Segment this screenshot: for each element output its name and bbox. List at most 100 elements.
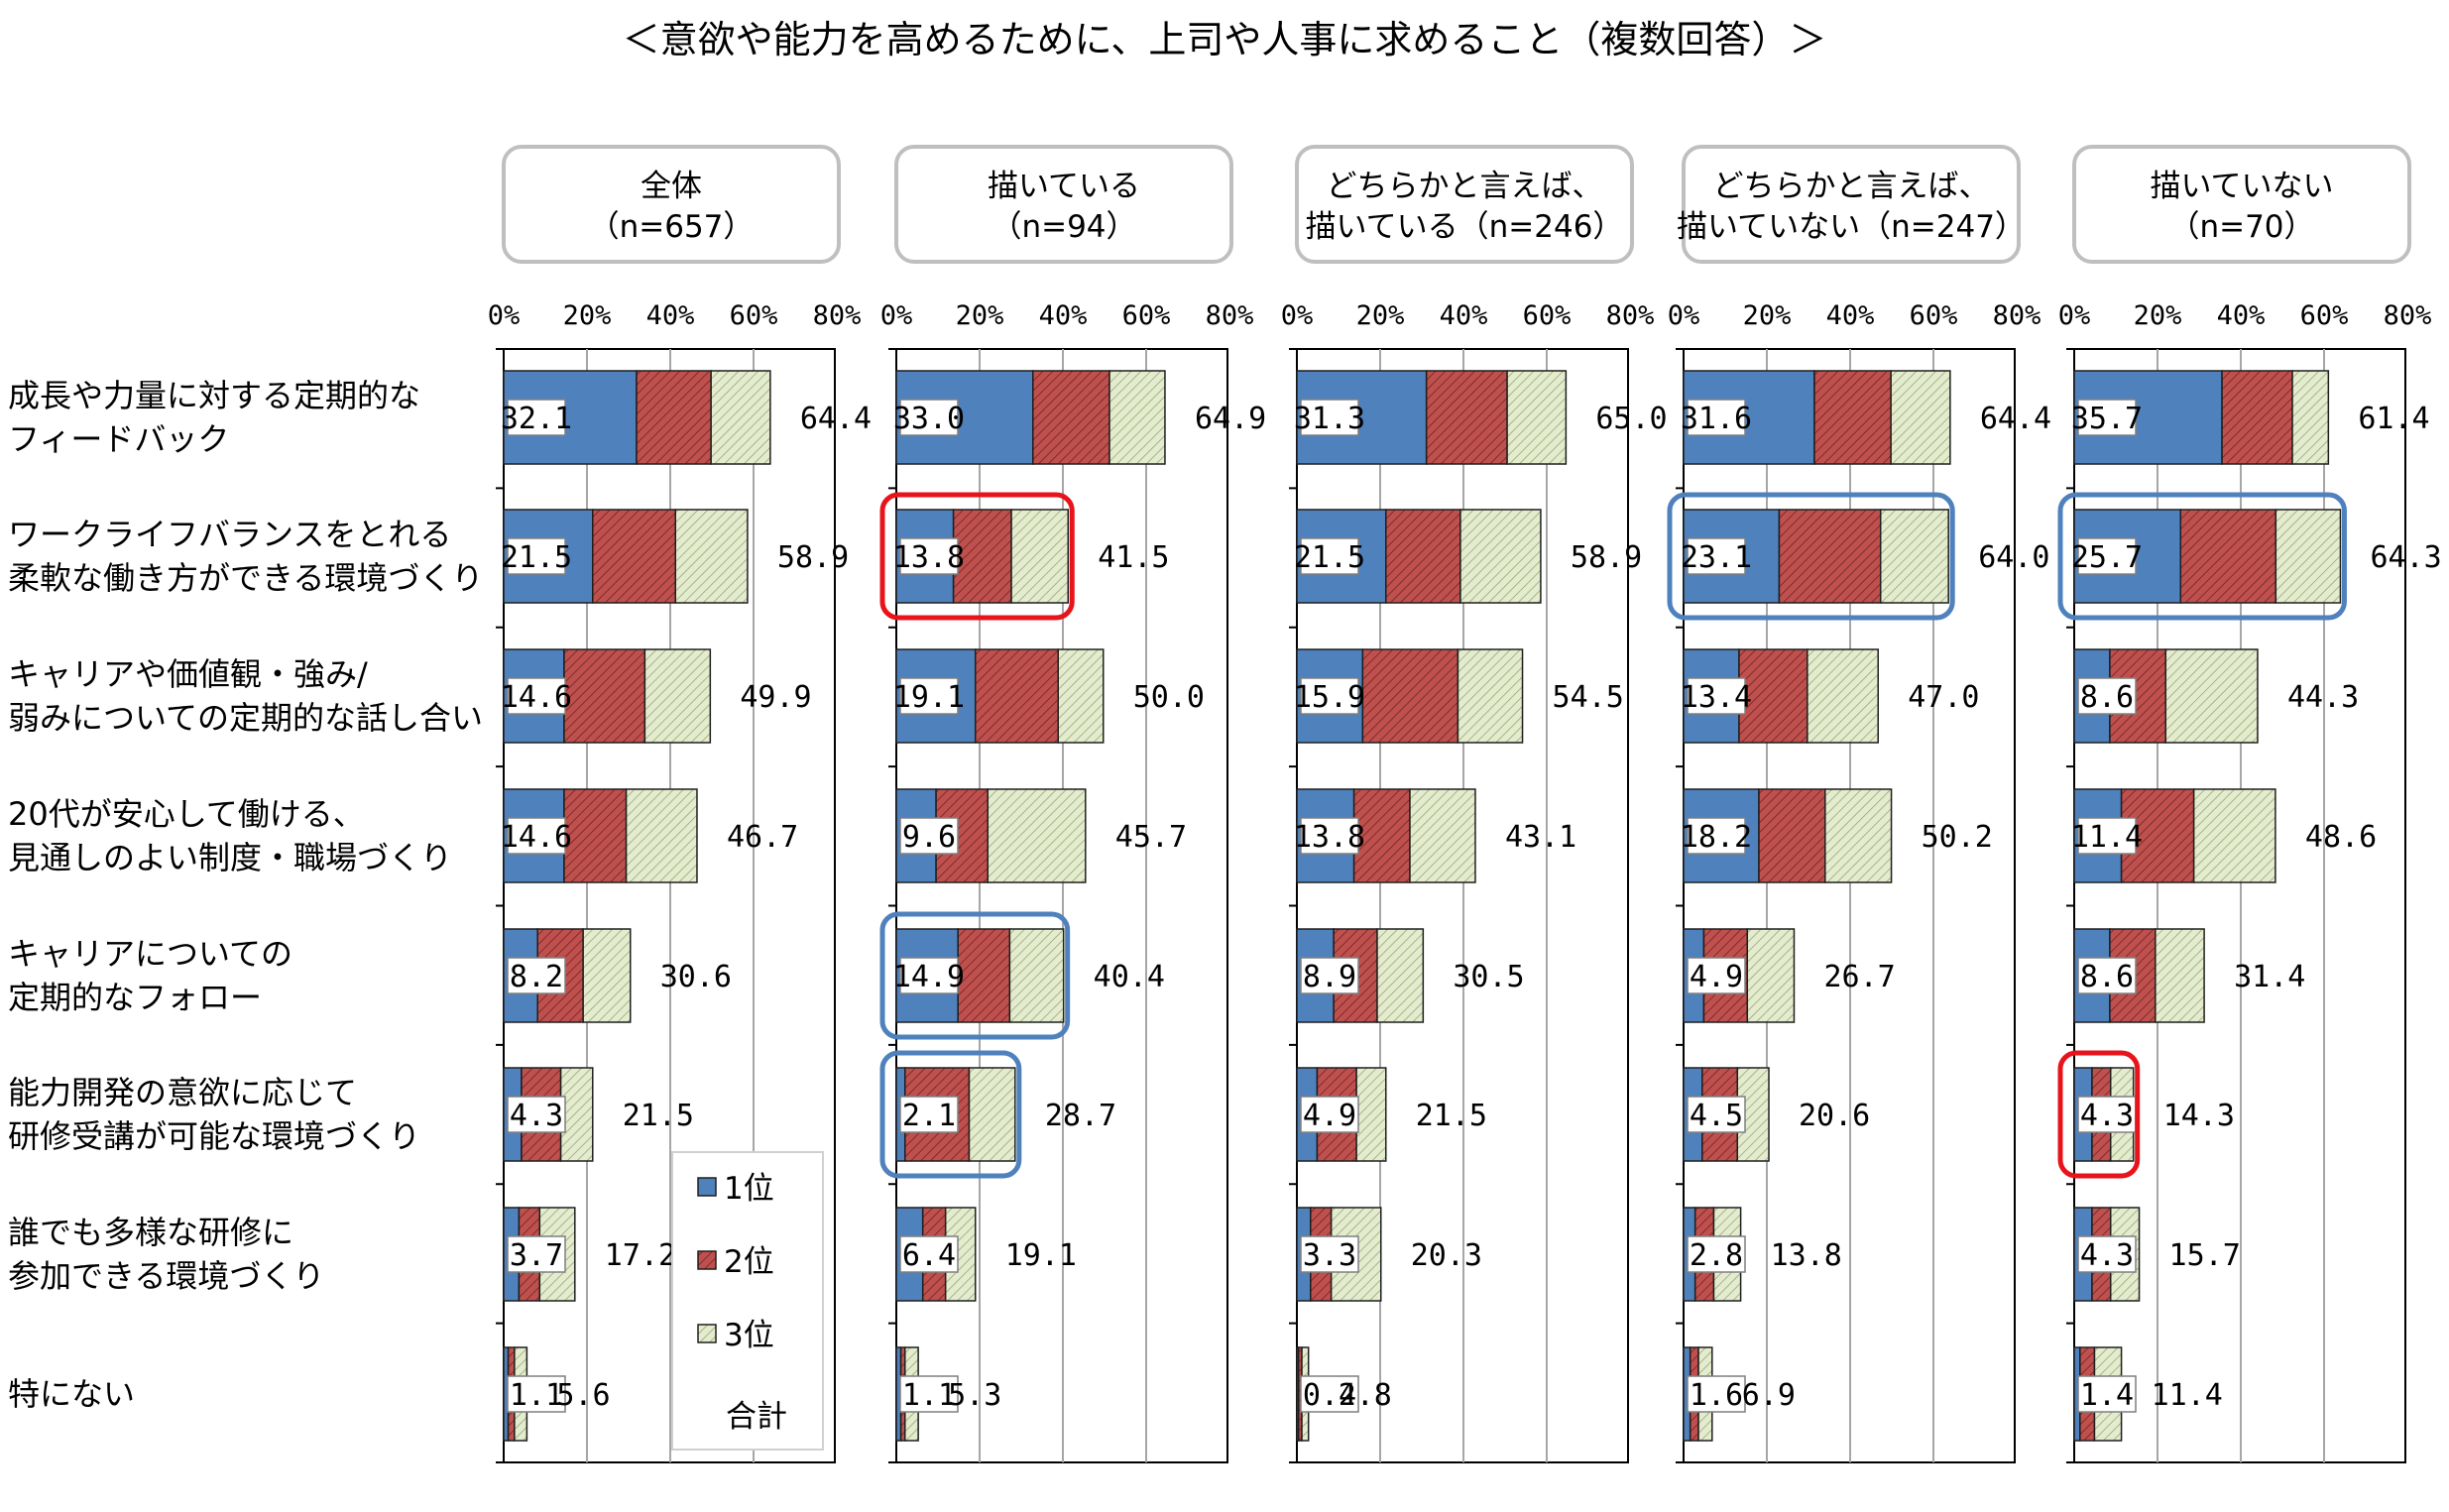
total-value-label: 2.8 <box>1339 1378 1392 1413</box>
rank1-value-label: 21.5 <box>501 540 572 575</box>
bar-rank3 <box>1746 928 1796 1023</box>
total-value-label: 64.0 <box>1978 540 2049 575</box>
tick-label: 80% <box>813 300 862 331</box>
rank1-value-label: 6.4 <box>902 1238 956 1273</box>
bar-rank2 <box>2179 509 2277 604</box>
rank1-label-box <box>1300 1235 1359 1273</box>
category-label: キャリアや価値観・強み/弱みについての定期的な話し合い <box>8 655 483 737</box>
category-label: 特にない <box>8 1375 135 1413</box>
highlight-box <box>2057 492 2347 621</box>
tick-label: 40% <box>646 300 695 331</box>
panel-header-box <box>1295 145 1634 264</box>
bar-rank3 <box>2291 370 2330 465</box>
rank1-value-label: 4.3 <box>2080 1099 2134 1133</box>
tick-label: 20% <box>1743 300 1792 331</box>
tick-label: 80% <box>2384 300 2432 331</box>
bar-rank2 <box>1361 648 1459 744</box>
rank1-label-box <box>1300 537 1359 575</box>
bar-rank2 <box>592 509 677 604</box>
rank1-value-label: 33.0 <box>893 402 965 436</box>
bar-rank2 <box>563 788 628 883</box>
rank1-label-box <box>2077 399 2137 436</box>
bar-rank2 <box>636 370 712 465</box>
rank1-value-label: 11.4 <box>2071 820 2143 855</box>
rank1-value-label: 8.6 <box>2080 960 2134 994</box>
bar-rank3 <box>1108 370 1166 465</box>
rank1-label-box <box>1687 957 1746 994</box>
rank1-value-label: 1.6 <box>1690 1378 1743 1413</box>
total-value-label: 41.5 <box>1098 540 1169 575</box>
rank1-value-label: 32.1 <box>501 402 572 436</box>
rank1-value-label: 3.3 <box>1303 1238 1356 1273</box>
rank1-label-box <box>2077 957 2137 994</box>
total-value-label: 61.4 <box>2358 402 2429 436</box>
rank1-label-box <box>507 1096 566 1133</box>
total-value-label: 5.6 <box>556 1378 610 1413</box>
tick-label: 40% <box>1039 300 1088 331</box>
bar-rank3 <box>1355 1067 1387 1162</box>
panel-header: 全体（n=657） <box>589 169 755 245</box>
total-value-label: 58.9 <box>1571 540 1642 575</box>
category-label: 能力開発の意欲に応じて研修受講が可能な環境づくり <box>8 1074 420 1155</box>
rank1-label-box <box>2077 1235 2137 1273</box>
rank1-label-box <box>1687 537 1746 575</box>
total-value-label: 17.2 <box>605 1238 676 1273</box>
rank1-label-box <box>1300 1096 1359 1133</box>
bar-rank3 <box>1008 928 1065 1023</box>
total-value-label: 50.0 <box>1133 680 1205 715</box>
tick-label: 0% <box>2058 300 2091 331</box>
bar-rank2 <box>563 648 646 744</box>
rank1-label-box <box>2077 1375 2137 1413</box>
total-value-label: 65.0 <box>1595 402 1667 436</box>
tick-label: 80% <box>1993 300 2041 331</box>
rank1-value-label: 4.3 <box>510 1099 563 1133</box>
total-value-label: 15.7 <box>2169 1238 2241 1273</box>
legend-label: 1位 <box>724 1171 774 1207</box>
rank1-label-box <box>1300 1375 1359 1413</box>
bar-rank3 <box>1824 788 1893 883</box>
rank1-label-box <box>899 677 959 715</box>
total-value-label: 64.4 <box>1980 402 2051 436</box>
rank1-value-label: 1.1 <box>510 1378 563 1413</box>
total-value-label: 20.3 <box>1411 1238 1482 1273</box>
legend-label: 3位 <box>724 1318 774 1353</box>
total-value-label: 26.7 <box>1823 960 1895 994</box>
rank1-label-box <box>1300 817 1359 855</box>
rank1-label-box <box>899 957 959 994</box>
panel-header: どちらかと言えば、描いていない（n=247） <box>1677 169 2026 245</box>
highlight-box <box>879 492 1075 621</box>
bar-rank3 <box>1010 509 1070 604</box>
tick-label: 0% <box>1281 300 1314 331</box>
panel-header: 描いている（n=94） <box>988 169 1140 245</box>
tick-label: 0% <box>1668 300 1700 331</box>
total-value-label: 47.0 <box>1908 680 1979 715</box>
panel: どちらかと言えば、描いている（n=246） 0% 20% 40% 60% 80% 31.3 6… <box>1281 145 1668 1463</box>
highlight-box <box>1667 492 1955 621</box>
bar-rank2 <box>1813 370 1892 465</box>
total-value-label: 30.6 <box>660 960 732 994</box>
rank1-value-label: 14.9 <box>893 960 965 994</box>
rank1-value-label: 18.2 <box>1681 820 1752 855</box>
bar-rank3 <box>1879 509 1949 604</box>
rank1-value-label: 25.7 <box>2071 540 2143 575</box>
panel: 描いている（n=94） 0% 20% 40% 60% 80% 33.0 64.9 13.8 41.… <box>879 145 1266 1463</box>
rank1-value-label: 13.8 <box>1294 820 1365 855</box>
category-label: 20代が安心して働ける、見通しのよい制度・職場づくり <box>8 795 452 876</box>
highlight-box <box>2057 1050 2141 1179</box>
category-label: キャリアについての定期的なフォロー <box>8 935 292 1016</box>
bar-rank2 <box>1385 509 1461 604</box>
rank1-label-box <box>899 1235 959 1273</box>
rank1-label-box <box>507 677 566 715</box>
rank1-label-box <box>899 399 959 436</box>
legend-swatch <box>697 1250 717 1270</box>
bar-rank2 <box>1032 370 1110 465</box>
bar-rank3 <box>625 788 698 883</box>
total-value-label: 19.1 <box>1005 1238 1077 1273</box>
rank1-label-box <box>899 1375 959 1413</box>
bar-rank3 <box>674 509 749 604</box>
bar-rank2 <box>1425 370 1508 465</box>
rank1-value-label: 35.7 <box>2071 402 2143 436</box>
rank1-value-label: 2.8 <box>1690 1238 1743 1273</box>
tick-label: 60% <box>730 300 778 331</box>
rank1-value-label: 14.6 <box>501 680 572 715</box>
